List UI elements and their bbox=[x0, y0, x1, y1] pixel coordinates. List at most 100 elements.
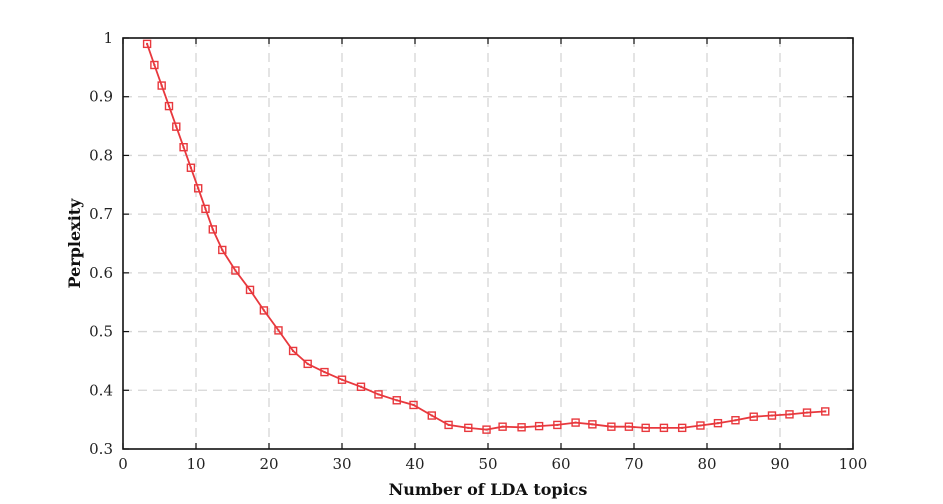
data-point-center bbox=[520, 426, 523, 429]
data-point bbox=[677, 423, 687, 433]
data-point bbox=[288, 346, 298, 356]
data-point-center bbox=[556, 423, 559, 426]
data-point-center bbox=[447, 423, 450, 426]
data-point-center bbox=[681, 426, 684, 429]
data-point bbox=[392, 396, 401, 405]
data-point-center bbox=[306, 362, 309, 365]
data-point bbox=[142, 39, 152, 49]
x-tick-label: 80 bbox=[697, 455, 716, 473]
data-point-center bbox=[182, 146, 185, 149]
axis-ticks bbox=[122, 37, 854, 450]
data-point-center bbox=[153, 64, 156, 67]
y-tick-label: 0.4 bbox=[89, 381, 113, 399]
data-point bbox=[713, 418, 723, 428]
data-point bbox=[218, 245, 227, 255]
data-point-center bbox=[610, 425, 613, 428]
data-point bbox=[157, 81, 166, 90]
data-point bbox=[821, 407, 830, 416]
y-tick-label: 0.8 bbox=[89, 146, 113, 164]
x-tick-label: 20 bbox=[259, 455, 278, 473]
data-point-center bbox=[160, 84, 163, 87]
data-point-center bbox=[249, 288, 252, 291]
data-point-center bbox=[323, 371, 326, 374]
data-point-center bbox=[189, 166, 192, 169]
data-point-center bbox=[501, 425, 504, 428]
data-point-center bbox=[770, 414, 773, 417]
y-tick-label: 0.6 bbox=[89, 264, 113, 282]
x-tick-label: 50 bbox=[478, 455, 497, 473]
data-point bbox=[231, 266, 240, 275]
data-point bbox=[553, 420, 562, 430]
data-point bbox=[444, 420, 453, 430]
data-point-center bbox=[204, 207, 207, 210]
data-point-center bbox=[430, 414, 433, 417]
data-point bbox=[498, 422, 507, 431]
data-point-center bbox=[716, 422, 719, 425]
data-point bbox=[179, 143, 188, 152]
y-tick-label: 0.7 bbox=[89, 205, 113, 223]
data-point-center bbox=[627, 425, 630, 428]
data-point-center bbox=[644, 426, 647, 429]
y-axis-title: Perplexity bbox=[65, 198, 84, 289]
data-point bbox=[259, 306, 269, 315]
data-point bbox=[731, 416, 740, 425]
data-point bbox=[172, 122, 181, 131]
data-point bbox=[303, 359, 312, 369]
data-point-center bbox=[221, 248, 224, 251]
data-point-center bbox=[167, 105, 170, 108]
data-point-center bbox=[788, 413, 791, 416]
x-tick-label: 70 bbox=[624, 455, 643, 473]
data-point-center bbox=[341, 378, 343, 381]
x-tick-label: 90 bbox=[770, 455, 789, 473]
data-point-center bbox=[197, 187, 200, 190]
data-point bbox=[193, 184, 203, 193]
data-point-center bbox=[262, 309, 265, 312]
data-point bbox=[802, 408, 812, 417]
data-point bbox=[374, 390, 383, 399]
y-tick-label: 0.3 bbox=[89, 440, 113, 458]
data-point-center bbox=[234, 269, 237, 272]
data-point-center bbox=[277, 329, 280, 332]
x-tick-label: 60 bbox=[551, 455, 570, 473]
x-axis-title: Number of LDA topics bbox=[389, 480, 588, 499]
data-point-center bbox=[485, 428, 488, 431]
x-tick-label: 30 bbox=[332, 455, 351, 473]
data-point bbox=[482, 425, 491, 434]
data-point bbox=[624, 422, 634, 431]
data-point bbox=[320, 367, 329, 377]
data-point-center bbox=[175, 125, 178, 128]
data-point bbox=[186, 163, 196, 172]
data-point bbox=[274, 326, 283, 335]
data-point-center bbox=[359, 385, 362, 388]
data-point-center bbox=[412, 403, 415, 406]
x-tick-label: 0 bbox=[118, 455, 128, 473]
data-point-center bbox=[467, 426, 470, 429]
data-point-center bbox=[211, 228, 214, 231]
data-point bbox=[641, 423, 650, 433]
data-point bbox=[150, 60, 159, 70]
data-point-center bbox=[591, 423, 594, 426]
data-point bbox=[427, 411, 436, 420]
data-point bbox=[767, 411, 777, 420]
data-point bbox=[571, 418, 580, 427]
data-point bbox=[337, 375, 347, 384]
x-tick-label: 100 bbox=[839, 455, 868, 473]
data-point-center bbox=[574, 421, 577, 424]
data-point bbox=[696, 421, 705, 430]
data-point-center bbox=[292, 349, 295, 352]
data-point bbox=[785, 410, 794, 419]
data-point-center bbox=[146, 42, 149, 45]
y-tick-label: 0.5 bbox=[89, 323, 113, 341]
data-point bbox=[356, 382, 366, 391]
x-tick-label: 40 bbox=[405, 455, 424, 473]
data-point bbox=[607, 422, 616, 431]
x-tick-label: 10 bbox=[186, 455, 205, 473]
data-point bbox=[245, 285, 255, 295]
data-point bbox=[517, 423, 526, 432]
data-point bbox=[534, 421, 544, 431]
data-point bbox=[659, 423, 669, 433]
data-point-center bbox=[806, 411, 809, 414]
data-point bbox=[588, 420, 597, 429]
series-markers bbox=[142, 39, 830, 434]
